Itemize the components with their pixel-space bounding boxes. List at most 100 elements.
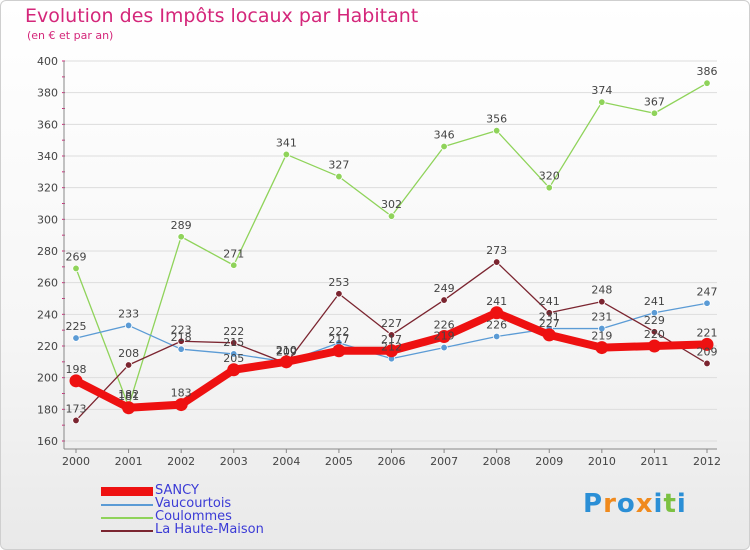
data-label: 241: [486, 295, 507, 308]
data-label: 208: [118, 347, 139, 360]
data-label: 223: [171, 323, 192, 336]
data-point: [174, 398, 188, 412]
chart-subtitle: (en € et par an): [27, 29, 114, 42]
y-tick-label: 400: [37, 55, 58, 68]
data-point: [230, 339, 238, 347]
data-point: [177, 337, 185, 345]
data-label: 341: [276, 136, 297, 149]
data-label: 226: [486, 319, 507, 332]
data-point: [440, 142, 448, 151]
data-point: [440, 343, 448, 352]
data-point: [440, 296, 448, 304]
data-point: [437, 330, 451, 343]
data-point: [492, 332, 501, 341]
data-label: 271: [223, 247, 244, 260]
data-point: [227, 363, 241, 377]
y-tick-label: 300: [37, 213, 58, 226]
data-point: [72, 416, 80, 425]
data-point: [335, 172, 343, 181]
data-label: 253: [328, 276, 349, 289]
data-label: 198: [66, 363, 87, 376]
data-point: [650, 309, 659, 317]
y-tick-label: 240: [37, 308, 58, 321]
data-point: [492, 258, 501, 266]
y-tick-label: 200: [37, 372, 58, 385]
data-point: [703, 359, 711, 368]
data-label: 346: [434, 129, 455, 142]
data-point: [545, 309, 553, 317]
data-point: [703, 299, 711, 307]
y-tick-label: 280: [37, 245, 58, 258]
data-point: [279, 355, 293, 369]
data-point: [598, 324, 606, 333]
data-label: 173: [66, 402, 87, 415]
data-label: 320: [539, 170, 560, 183]
proxiti-logo: Proxiti: [583, 489, 687, 519]
data-label: 374: [591, 84, 612, 97]
y-tick-label: 220: [37, 340, 58, 353]
data-label: 269: [66, 250, 87, 263]
data-label: 273: [486, 244, 507, 257]
data-label: 209: [276, 345, 297, 358]
data-label: 247: [697, 285, 718, 298]
data-label: 205: [223, 352, 244, 365]
logo-letter: r: [603, 489, 617, 519]
data-label: 227: [539, 317, 560, 330]
data-label: 231: [539, 311, 560, 324]
data-point: [124, 361, 133, 369]
data-label: 215: [223, 336, 244, 349]
legend-label-sancy: SANCY: [155, 483, 199, 498]
logo-letter: x: [635, 489, 654, 519]
data-point: [332, 344, 346, 358]
data-label: 182: [118, 388, 139, 401]
data-point: [124, 321, 133, 330]
y-tick-label: 320: [37, 182, 58, 195]
data-point: [598, 297, 606, 306]
logo-letter: P: [583, 489, 604, 519]
data-point: [595, 341, 609, 355]
legend-label-coulommes: Coulommes: [155, 509, 232, 524]
data-label: 327: [328, 159, 349, 172]
logo-letter: t: [663, 489, 677, 519]
data-point: [387, 331, 396, 339]
data-point: [647, 339, 661, 353]
data-point: [492, 126, 501, 135]
logo-letter: o: [616, 489, 636, 519]
x-tick-label: 2001: [115, 455, 143, 468]
data-point: [490, 306, 504, 320]
data-label: 210: [276, 344, 297, 357]
data-point: [542, 328, 556, 342]
data-point: [545, 183, 553, 192]
x-tick-label: 2005: [325, 455, 353, 468]
data-label: 212: [381, 341, 402, 354]
data-point: [230, 261, 238, 269]
data-point: [177, 345, 185, 353]
x-tick-label: 2011: [640, 455, 668, 468]
data-label: 209: [697, 345, 718, 358]
data-label: 210: [276, 344, 297, 357]
data-label: 356: [486, 113, 507, 126]
data-point: [598, 98, 606, 106]
data-point: [72, 334, 80, 342]
legend-swatch-vaucourtois: [101, 504, 153, 506]
legend-label-vaucourtois: Vaucourtois: [155, 496, 232, 511]
y-tick-label: 180: [37, 403, 58, 416]
x-tick-label: 2010: [588, 455, 616, 468]
data-point: [650, 328, 659, 336]
data-label: 219: [591, 330, 612, 343]
x-tick-label: 2008: [483, 455, 511, 468]
legend-swatch-la-haute-maison: [101, 530, 153, 532]
data-label: 241: [644, 295, 665, 308]
x-tick-label: 2006: [378, 455, 406, 468]
y-tick-label: 160: [37, 435, 58, 448]
data-label: 289: [171, 219, 192, 232]
data-point: [385, 344, 398, 358]
data-label: 220: [644, 328, 665, 341]
logo-letter: i: [676, 489, 687, 519]
legend-swatch-coulommes: [101, 517, 153, 519]
data-label: 183: [171, 387, 192, 400]
y-tick-label: 360: [37, 118, 58, 131]
data-point: [230, 350, 238, 358]
